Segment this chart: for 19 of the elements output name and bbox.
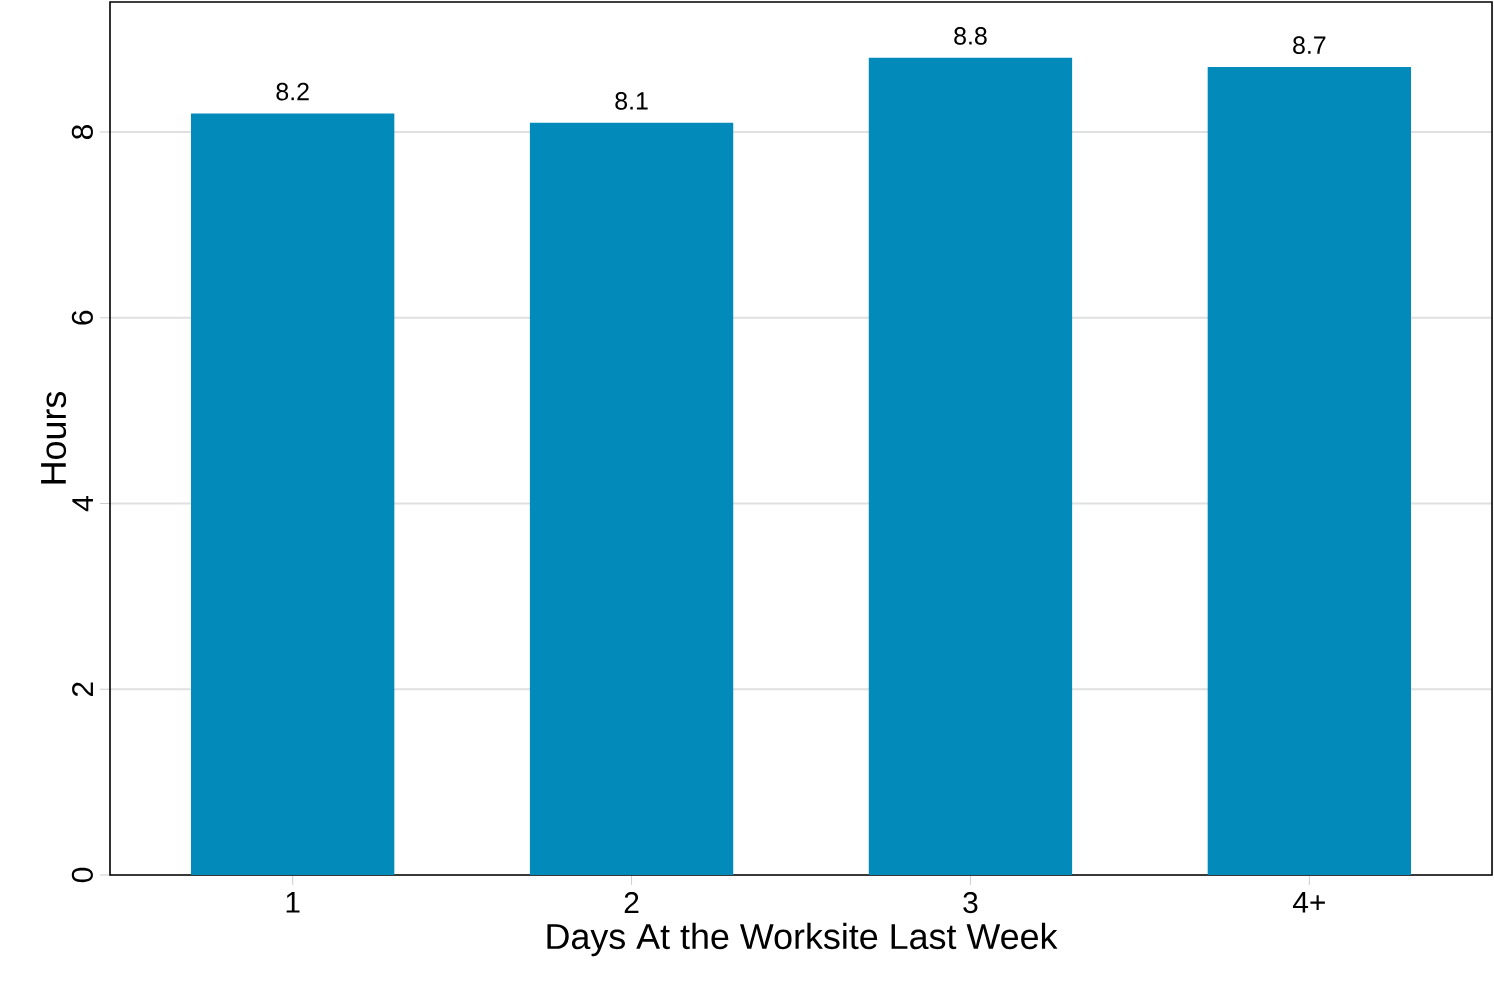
data-label: 8.1 bbox=[615, 92, 648, 110]
bar bbox=[868, 57, 1073, 875]
y-tick-label: 0 bbox=[71, 867, 93, 883]
bar bbox=[1207, 67, 1412, 875]
y-tick-label: 4 bbox=[72, 496, 93, 512]
bar bbox=[191, 113, 395, 875]
data-label: 8.8 bbox=[954, 27, 987, 45]
x-tick-label: 2 bbox=[624, 892, 639, 913]
y-tick-label: 8 bbox=[71, 125, 93, 140]
y-axis-title: Hours bbox=[41, 391, 67, 484]
x-axis-title: Days At the Worksite Last Week bbox=[547, 922, 1058, 957]
data-label: 8.2 bbox=[276, 82, 309, 101]
x-tick-label: 1 bbox=[286, 892, 300, 913]
y-tick-label: 2 bbox=[72, 682, 93, 697]
y-tick-label: 6 bbox=[71, 310, 93, 325]
data-label: 8.7 bbox=[1293, 36, 1326, 54]
bar bbox=[529, 122, 734, 875]
x-tick-label: 4+ bbox=[1293, 892, 1325, 913]
x-tick-label: 3 bbox=[963, 892, 978, 914]
